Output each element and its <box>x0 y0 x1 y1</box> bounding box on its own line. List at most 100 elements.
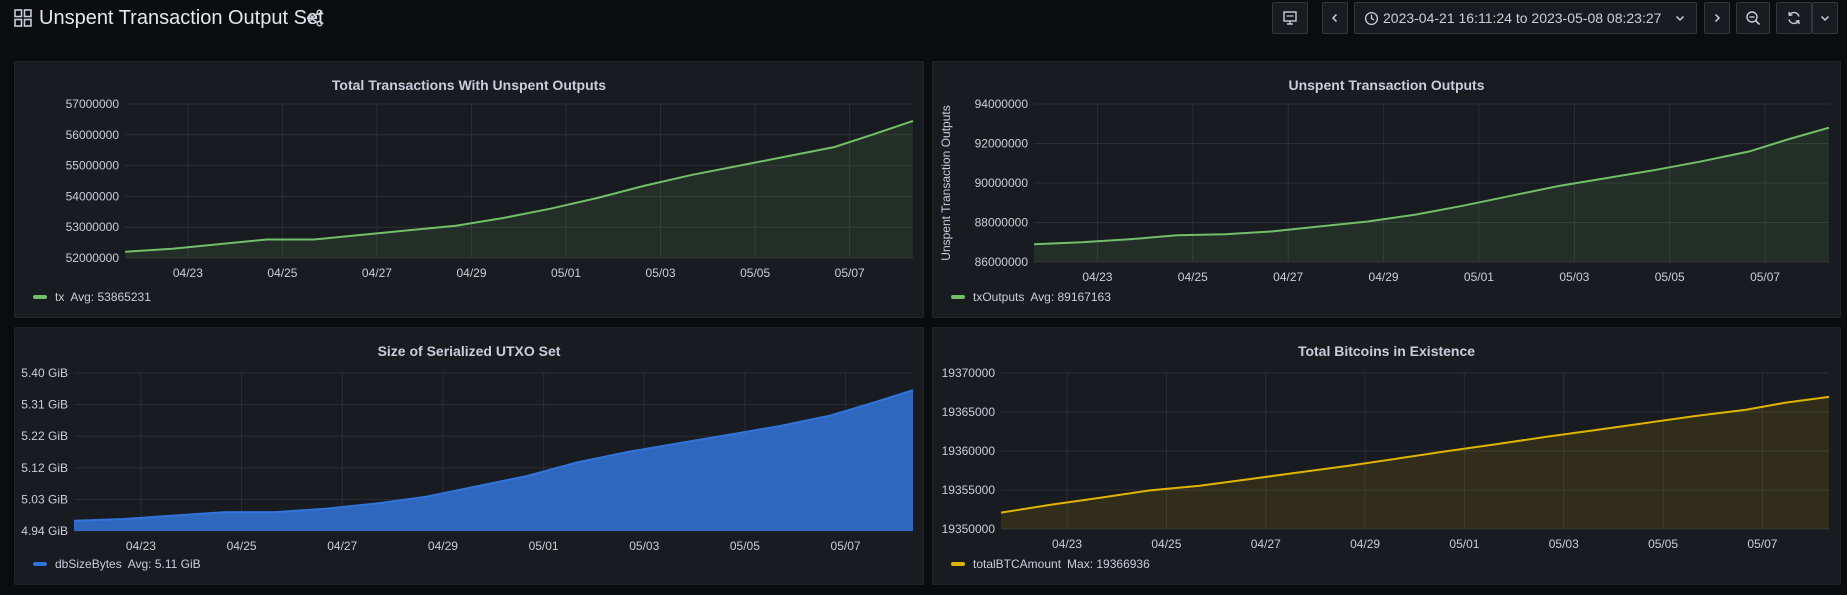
y-tick-label: 5.40 GiB <box>21 366 68 380</box>
refresh-button[interactable] <box>1776 2 1812 34</box>
legend-swatch <box>33 295 47 299</box>
y-tick-label: 19370000 <box>942 366 996 380</box>
legend-swatch <box>951 295 965 299</box>
legend-stat: Max: 19366936 <box>1067 557 1150 571</box>
x-tick-label: 04/23 <box>173 266 203 280</box>
dashboard-title[interactable]: Unspent Transaction Output Set <box>39 7 324 29</box>
y-tick-label: 5.12 GiB <box>21 461 68 475</box>
y-tick-label: 19365000 <box>942 405 996 419</box>
panel-title[interactable]: Size of Serialized UTXO Set <box>377 343 561 359</box>
legend: tx Avg: 53865231 <box>33 290 151 304</box>
y-tick-label: 5.31 GiB <box>21 398 68 412</box>
tv-mode-icon <box>1283 11 1297 25</box>
refresh-interval-dropdown[interactable] <box>1812 2 1838 34</box>
series-area <box>125 120 913 259</box>
series-area <box>74 390 913 531</box>
legend-swatch <box>33 562 47 566</box>
legend: dbSizeBytes Avg: 5.11 GiB <box>33 557 201 571</box>
x-tick-label: 04/27 <box>362 266 392 280</box>
x-tick-label: 04/29 <box>428 539 458 553</box>
legend-series-name[interactable]: dbSizeBytes <box>55 557 122 571</box>
zoom-out-icon <box>1746 11 1761 26</box>
tv-mode-button[interactable] <box>1272 2 1308 34</box>
panel-total-transactions[interactable]: Total Transactions With Unspent Outputs … <box>14 61 924 318</box>
chart-unspent-outputs[interactable]: 86000000 88000000 90000000 92000000 94000000… <box>933 62 1842 319</box>
chevron-left-icon <box>1331 13 1338 23</box>
legend-series-name[interactable]: tx <box>55 290 65 304</box>
panel-total-bitcoins[interactable]: Total Bitcoins in Existence 19350000 1935… <box>932 327 1841 585</box>
legend: totalBTCAmount Max: 19366936 <box>951 557 1150 571</box>
panel-title[interactable]: Total Bitcoins in Existence <box>1297 343 1476 359</box>
x-tick-label: 05/01 <box>551 266 581 280</box>
time-shift-back-button[interactable] <box>1322 2 1348 34</box>
y-tick-label: 52000000 <box>66 251 120 265</box>
y-tick-label: 19360000 <box>942 444 996 458</box>
legend-series-name[interactable]: txOutputs <box>973 290 1025 304</box>
x-tick-label: 05/01 <box>1449 537 1479 551</box>
legend-stat: Avg: 53865231 <box>70 290 151 304</box>
x-tick-label: 04/27 <box>1273 270 1303 284</box>
x-tick-label: 05/03 <box>646 266 676 280</box>
panel-utxo-size[interactable]: Size of Serialized UTXO Set 4.94 GiB 5.03… <box>14 327 924 585</box>
x-tick-label: 05/05 <box>740 266 770 280</box>
x-tick-label: 04/29 <box>1369 270 1399 284</box>
zoom-out-button[interactable] <box>1736 2 1770 34</box>
y-axis-label: Unspent Transaction Outputs <box>939 105 953 260</box>
y-tick-label: 92000000 <box>975 137 1029 151</box>
legend-stat: Avg: 89167163 <box>1030 290 1111 304</box>
time-shift-forward-button[interactable] <box>1704 2 1730 34</box>
x-tick-label: 05/05 <box>1655 270 1685 284</box>
y-tick-label: 90000000 <box>975 176 1029 190</box>
x-tick-label: 05/03 <box>1559 270 1589 284</box>
x-tick-label: 05/07 <box>835 266 865 280</box>
chevron-right-icon <box>1714 13 1721 23</box>
clock-icon <box>1364 11 1379 25</box>
x-tick-label: 05/01 <box>1464 270 1494 284</box>
x-tick-label: 05/07 <box>1750 270 1780 284</box>
legend-swatch <box>951 562 965 566</box>
x-tick-label: 05/05 <box>730 539 760 553</box>
x-tick-label: 04/27 <box>1251 537 1281 551</box>
apps-icon[interactable] <box>14 9 32 27</box>
series-line <box>1000 395 1830 514</box>
y-tick-label: 54000000 <box>66 189 120 203</box>
share-icon[interactable] <box>306 9 324 27</box>
chevron-down-icon <box>1820 15 1830 22</box>
y-tick-label: 86000000 <box>975 255 1029 269</box>
y-tick-label: 4.94 GiB <box>21 524 68 538</box>
x-tick-label: 04/23 <box>1052 537 1082 551</box>
x-tick-label: 04/27 <box>327 539 357 553</box>
time-range-label: 2023-04-21 16:11:24 to 2023-05-08 08:23:… <box>1383 10 1662 26</box>
x-tick-label: 04/25 <box>267 266 297 280</box>
y-tick-label: 5.03 GiB <box>21 492 68 506</box>
x-tick-label: 05/03 <box>1549 537 1579 551</box>
legend-series-name[interactable]: totalBTCAmount <box>973 557 1062 571</box>
x-tick-label: 05/07 <box>1747 537 1777 551</box>
y-tick-label: 19355000 <box>942 483 996 497</box>
chart-total-transactions[interactable]: 52000000 53000000 54000000 55000000 56000000… <box>15 62 925 319</box>
x-tick-label: 04/23 <box>126 539 156 553</box>
x-tick-label: 04/29 <box>1350 537 1380 551</box>
x-tick-label: 04/25 <box>227 539 257 553</box>
chart-total-bitcoins[interactable]: 19350000 19355000 19360000 19365000 19370000… <box>933 328 1842 586</box>
refresh-icon <box>1788 11 1800 25</box>
x-tick-label: 04/25 <box>1151 537 1181 551</box>
series-area <box>1034 127 1829 262</box>
x-tick-label: 05/01 <box>529 539 559 553</box>
legend: txOutputs Avg: 89167163 <box>951 290 1111 304</box>
panel-title[interactable]: Total Transactions With Unspent Outputs <box>331 77 607 93</box>
y-tick-label: 55000000 <box>66 159 120 173</box>
series-area <box>1001 396 1829 529</box>
legend-stat: Avg: 5.11 GiB <box>127 557 201 571</box>
time-range-picker[interactable]: 2023-04-21 16:11:24 to 2023-05-08 08:23:… <box>1354 2 1697 34</box>
y-tick-label: 53000000 <box>66 220 120 234</box>
chart-utxo-size[interactable]: 4.94 GiB 5.03 GiB 5.12 GiB 5.22 GiB 5.31 GiB… <box>15 328 925 586</box>
chevron-down-icon <box>1676 15 1685 22</box>
panel-title[interactable]: Unspent Transaction Outputs <box>1288 77 1485 93</box>
series-line <box>73 389 914 522</box>
y-tick-label: 5.22 GiB <box>21 429 68 443</box>
panel-unspent-outputs[interactable]: Unspent Transaction Outputs 86000000 8800… <box>932 61 1841 318</box>
dashboard-header: Unspent Transaction Output Set 2023-04-2… <box>0 0 1847 52</box>
y-tick-label: 57000000 <box>66 97 120 111</box>
x-tick-label: 04/25 <box>1178 270 1208 284</box>
